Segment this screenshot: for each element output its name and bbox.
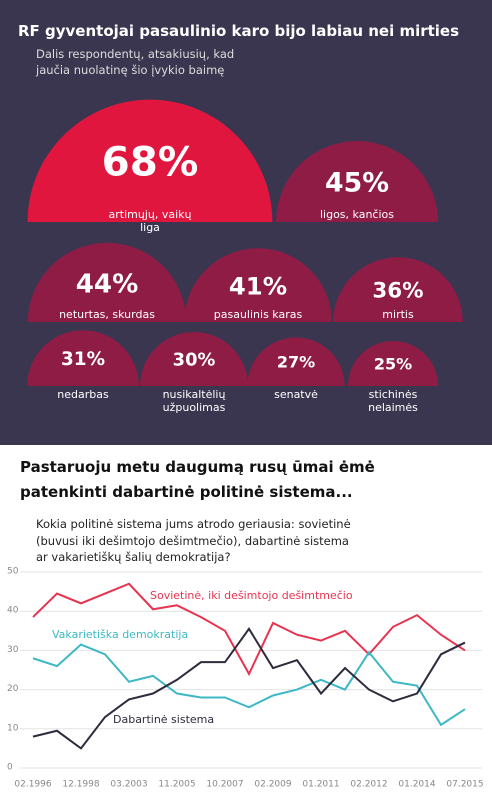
data-label: 25% (374, 354, 412, 373)
semicircle (27, 242, 187, 322)
semicircle (27, 99, 273, 222)
legend-label: Vakarietiška demokratija (52, 628, 188, 641)
semicircle (184, 248, 332, 322)
data-label: 45% (325, 167, 389, 198)
category-label: stichinės nelaimės (368, 388, 418, 414)
category-label: senatvė (274, 388, 318, 401)
chart-subtitle: Kokia politinė sistema jums atrodo geria… (36, 517, 351, 564)
y-tick-label: 20 (7, 684, 19, 694)
chart-title: Pastaruoju metu daugumą rusų ūmai ėmė pa… (20, 458, 375, 501)
x-tick-label: 01.2014 (398, 780, 435, 790)
line (32, 582, 466, 677)
data-label: 68% (102, 138, 199, 185)
semicircle (247, 337, 345, 386)
x-tick-label: 11.2005 (158, 780, 195, 790)
line (32, 627, 466, 750)
data-label: 41% (229, 271, 287, 300)
semicircle (27, 330, 139, 386)
y-tick-label: 40 (7, 606, 19, 616)
category-label: nedarbas (57, 388, 109, 401)
semicircle (333, 257, 463, 322)
data-label: 30% (173, 350, 216, 371)
x-tick-label: 02.1996 (14, 780, 51, 790)
x-tick-label: 02.2012 (350, 780, 387, 790)
x-tick-label: 10.2007 (206, 780, 243, 790)
y-tick-label: 50 (7, 567, 19, 577)
data-label: 36% (372, 279, 423, 304)
data-label: 31% (61, 349, 105, 370)
chart-title: RF gyventojai pasaulinio karo bijo labia… (18, 22, 460, 40)
y-tick-label: 30 (7, 645, 19, 655)
category-label: neturtas, skurdas (59, 308, 155, 321)
semicircle (276, 141, 438, 222)
category-label: ligos, kančios (319, 208, 394, 221)
data-label: 44% (76, 269, 139, 299)
category-label: pasaulinis karas (213, 308, 303, 321)
category-label: artimųjų, vaikų liga (108, 208, 192, 234)
x-tick-label: 07.2015 (446, 780, 483, 790)
category-label: nusikaltėlių užpuolimas (162, 388, 226, 414)
y-tick-label: 0 (7, 763, 13, 773)
legend-label: Dabartinė sistema (113, 713, 214, 726)
data-label: 27% (277, 353, 315, 372)
legend-label: Sovietinė, iki dešimtojo dešimtmečio (150, 589, 353, 602)
x-tick-label: 03.2003 (110, 780, 147, 790)
line (32, 643, 466, 727)
category-label: mirtis (382, 308, 414, 321)
x-tick-label: 01.2011 (302, 780, 339, 790)
semicircle (140, 332, 248, 386)
x-tick-label: 02.2009 (254, 780, 291, 790)
line-chart-background (0, 445, 492, 800)
x-tick-label: 12.1998 (62, 780, 99, 790)
chart-subtitle: Dalis respondentų, atsakiusių, kad jauči… (36, 47, 235, 77)
y-tick-label: 10 (7, 723, 19, 733)
semicircle (348, 341, 438, 386)
